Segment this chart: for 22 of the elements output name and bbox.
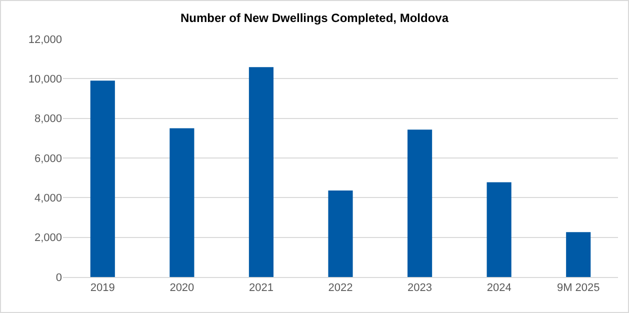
y-tick-label: 10,000 xyxy=(28,74,62,86)
y-tick-label: 0 xyxy=(56,272,62,284)
x-tick-label: 2024 xyxy=(486,282,512,294)
y-tick-label: 8,000 xyxy=(34,113,62,126)
bar xyxy=(566,232,591,277)
x-tick-label: 2020 xyxy=(170,282,194,294)
bar xyxy=(90,80,115,277)
x-tick-label: 9M 2025 xyxy=(556,282,600,294)
x-tick-label: 2023 xyxy=(408,282,432,294)
bar xyxy=(170,128,194,277)
x-tick-label: 2022 xyxy=(328,282,353,294)
x-tick-label: 2019 xyxy=(90,282,115,294)
bar xyxy=(248,67,274,277)
chart-title: Number of New Dwellings Completed, Moldova xyxy=(180,10,449,25)
bar xyxy=(328,190,353,277)
y-tick-label: 6,000 xyxy=(34,152,62,165)
bar xyxy=(486,182,512,277)
x-tick-label: 2021 xyxy=(248,282,274,294)
y-tick-label: 12,000 xyxy=(28,34,62,46)
y-tick-label: 4,000 xyxy=(34,192,62,205)
y-tick-label: 2,000 xyxy=(34,232,62,244)
bar xyxy=(408,130,432,277)
